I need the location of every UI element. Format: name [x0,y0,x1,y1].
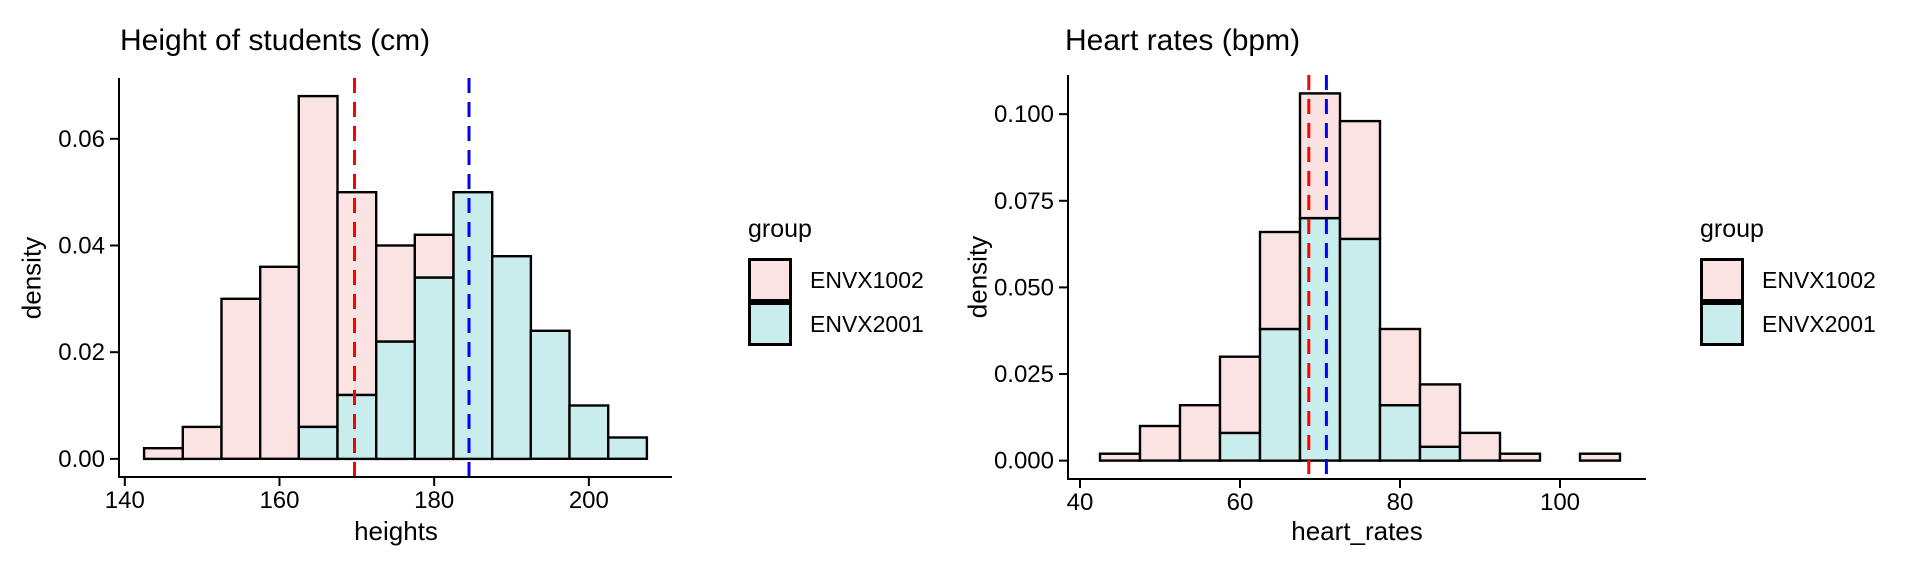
histogram-bar-ENVX1002 [297,94,339,429]
envx1002-swatch [748,258,792,302]
x-tick-label: 180 [414,487,454,514]
histogram-bar-ENVX2001 [607,436,649,460]
histogram-bar-ENVX2001 [336,393,378,461]
x-tick-label: 160 [259,487,299,514]
histogram-bar-ENVX2001 [1218,431,1262,462]
histogram-bar-ENVX2001 [1258,327,1302,462]
histogram-bar-ENVX1002 [259,265,301,460]
y-tick-label: 0.06 [58,126,105,153]
legend-item-label: ENVX2001 [1762,310,1876,337]
legend-item-label: ENVX1002 [1762,266,1876,293]
right-x-axis-label: heart_rates [1291,516,1423,546]
histogram-bar-ENVX2001 [375,340,417,461]
y-tick-label: 0.04 [58,232,105,259]
histogram-bar-ENVX1002 [1218,355,1262,435]
histogram-bar-ENVX1002 [1578,452,1622,462]
histogram-bar-ENVX1002 [413,233,455,279]
histogram-bar-ENVX1002 [181,425,223,461]
x-tick-label: 100 [1540,489,1580,516]
right-legend: group ENVX1002 ENVX2001 [1700,215,1876,346]
histogram-bar-ENVX1002 [1498,452,1542,462]
envx2001-swatch [748,302,792,346]
histogram-bar-ENVX1002 [1258,230,1302,331]
x-tick-label: 40 [1067,489,1094,516]
histogram-bar-ENVX2001 [1338,237,1382,462]
histogram-bar-ENVX2001 [1298,216,1342,462]
histogram-bar-ENVX1002 [1178,404,1222,462]
left-legend: group ENVX1002 ENVX2001 [748,215,924,346]
histogram-bar-ENVX1002 [1098,452,1142,462]
histogram-bar-ENVX2001 [529,329,571,460]
x-tick-label: 140 [105,487,145,514]
x-tick-label: 200 [569,487,609,514]
histogram-bar-ENVX1002 [375,244,417,343]
legend-item-label: ENVX2001 [810,310,924,337]
legend-item-envx2001: ENVX2001 [1700,302,1876,346]
y-tick-label: 0.050 [994,274,1054,301]
left-y-axis-label: density [16,236,47,320]
histogram-bar-ENVX1002 [1378,327,1422,407]
y-tick-label: 0.02 [58,339,105,366]
legend-title: group [1700,215,1764,243]
y-tick-label: 0.000 [994,448,1054,475]
envx2001-swatch [1700,302,1744,346]
histogram-bar-ENVX1002 [1338,119,1382,241]
left-chart-title: Height of students (cm) [120,24,431,57]
left-x-axis-label: heights [354,516,438,546]
histogram-bar-ENVX2001 [568,404,610,460]
histogram-bar-ENVX2001 [1378,404,1422,462]
histogram-bar-ENVX2001 [297,425,339,461]
legend-title: group [748,215,812,243]
right-y-axis-label: density [962,235,993,319]
histogram-bar-ENVX1002 [1418,383,1462,448]
histogram-bar-ENVX1002 [142,447,185,461]
y-tick-label: 0.075 [994,188,1054,215]
legend-item-envx2001: ENVX2001 [748,302,924,346]
histogram-bar-ENVX1002 [220,297,262,460]
envx1002-swatch [1700,258,1744,302]
histogram-bar-ENVX2001 [491,255,533,461]
y-tick-label: 0.100 [994,101,1054,128]
y-tick-label: 0.00 [58,446,105,473]
chart-right: 40 60 80 100 0.000 0.025 0.050 0.075 0.100 [994,75,1646,516]
histogram-bar-ENVX1002 [1458,431,1502,462]
histogram-bar-ENVX1002 [336,190,378,397]
histogram-bar-ENVX1002 [1138,424,1182,462]
legend-item-envx1002: ENVX1002 [748,258,924,302]
right-chart-title: Heart rates (bpm) [1065,24,1301,57]
legend-item-label: ENVX1002 [810,266,924,293]
histogram-bar-ENVX1002 [1298,92,1342,220]
legend-item-envx1002: ENVX1002 [1700,258,1876,302]
histogram-bar-ENVX2001 [452,190,494,461]
histogram-bar-ENVX2001 [413,276,455,461]
chart-left: 140 160 180 200 0.00 0.02 0.04 0.06 [58,78,672,514]
y-tick-label: 0.025 [994,361,1054,388]
x-tick-label: 60 [1227,489,1254,516]
histogram-bar-ENVX2001 [1418,445,1462,462]
x-tick-label: 80 [1387,489,1414,516]
